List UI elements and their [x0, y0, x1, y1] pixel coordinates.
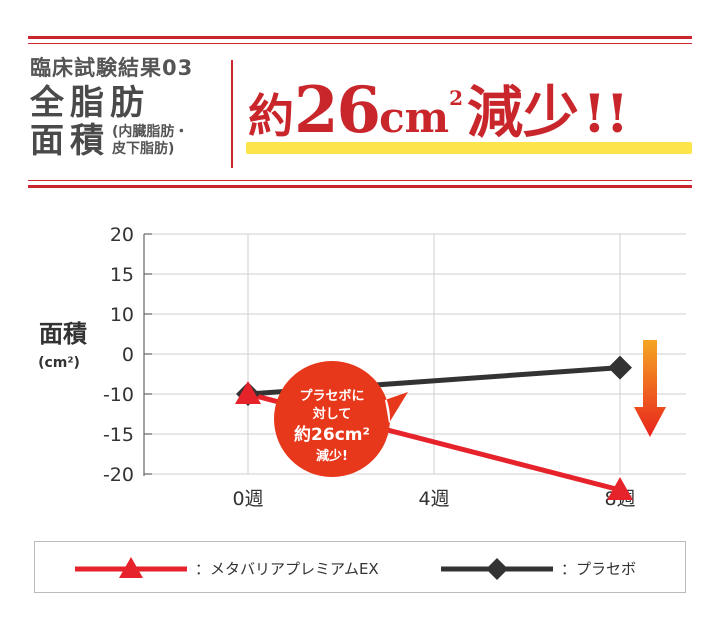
x-tick-label: 4週	[418, 488, 449, 510]
headline: 約 26 cm 2 減少 !!	[248, 68, 693, 158]
callout-line-3: 約26cm²	[294, 424, 370, 445]
headline-highlight	[246, 142, 692, 154]
decrease-arrow	[634, 340, 666, 437]
y-tick-label: 10	[110, 304, 134, 326]
header-top-rule-thick	[28, 36, 692, 39]
trial-badge-note: (内臓脂肪・ 皮下脂肪)	[110, 124, 188, 158]
chart-legend: ：メタバリアプレミアムEX ：プラセボ	[34, 541, 686, 593]
trial-badge-note-1: (内臓脂肪・	[112, 124, 189, 140]
headline-number: 26	[294, 73, 381, 148]
y-axis-title-unit: (cm²)	[38, 355, 80, 371]
legend-placebo-marker	[486, 558, 508, 580]
callout-bubble: プラセボに 対して 約26cm² 減少!	[274, 361, 408, 477]
headline-prefix: 約	[248, 89, 294, 143]
y-tick-label: -20	[103, 464, 134, 486]
callout-line-2: 対して	[312, 406, 352, 422]
x-tick-label: 0週	[232, 488, 263, 510]
y-axis-title-main: 面積	[39, 320, 87, 348]
trial-badge-note-2: 皮下脂肪)	[112, 141, 175, 157]
trial-badge-title: 全脂肪	[30, 83, 150, 123]
headline-exclaim: !!	[583, 84, 629, 145]
header-divider	[231, 60, 233, 168]
callout-line-1: プラセボに	[299, 388, 364, 404]
header-bottom-rule-thin	[28, 180, 692, 181]
trial-badge-line: 臨床試験結果03	[30, 56, 194, 80]
legend-ex-label: ：メタバリアプレミアムEX	[195, 560, 379, 578]
y-tick-label: -15	[103, 424, 134, 446]
headline-superscript: 2	[449, 86, 463, 110]
ex-point-triangle	[235, 381, 261, 404]
ex-point-triangle	[607, 477, 633, 500]
headline-suffix: 減少	[467, 80, 579, 146]
y-tick-label: 0	[122, 344, 134, 366]
y-tick-label: 15	[110, 264, 134, 286]
legend-ex-marker	[119, 557, 143, 578]
callout-bubble-shape	[274, 361, 408, 477]
y-tick-label: -10	[103, 384, 134, 406]
legend-swatches	[75, 557, 553, 580]
y-tick-label: 20	[110, 224, 134, 246]
callout-line-4: 減少!	[316, 448, 348, 464]
placebo-point-diamond	[608, 355, 632, 380]
trial-badge-row: 面積 (内臓脂肪・ 皮下脂肪)	[30, 122, 230, 160]
legend-placebo-label: ：プラセボ	[561, 560, 637, 578]
y-axis-title: 面積 (cm²)	[38, 320, 88, 374]
header-top-rule-thin	[28, 43, 692, 44]
header-bottom-rule-thick	[28, 185, 692, 188]
headline-unit: cm	[379, 93, 450, 142]
trial-badge-subtitle: 面積	[30, 121, 110, 161]
trial-badge: 臨床試験結果03 全脂肪 面積 (内臓脂肪・ 皮下脂肪)	[30, 52, 230, 160]
